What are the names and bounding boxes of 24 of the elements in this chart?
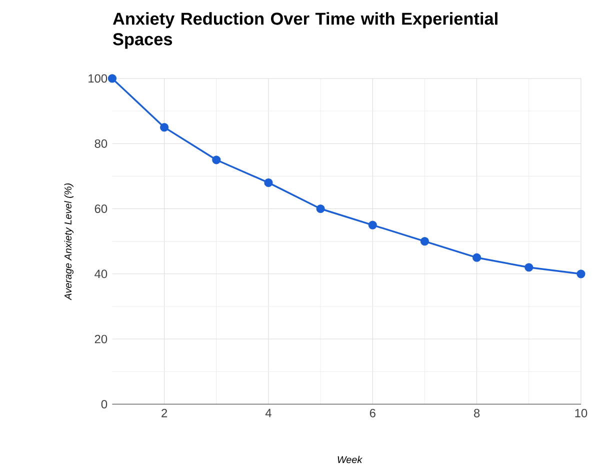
x-tick-label: 10 xyxy=(575,408,588,418)
x-axis-title: Week xyxy=(338,456,363,464)
point xyxy=(524,263,534,272)
y-tick-label: 60 xyxy=(94,204,108,214)
point xyxy=(264,178,273,188)
y-tick-label: 0 xyxy=(101,400,108,409)
chart-title: Anxiety Reduction Over Time with Experiential Spaces xyxy=(112,12,498,49)
point xyxy=(368,220,377,230)
point xyxy=(108,74,117,83)
x-tick-label: 6 xyxy=(370,408,376,418)
y-tick-label: 80 xyxy=(94,140,108,148)
point xyxy=(160,123,169,132)
x-tick-label: 8 xyxy=(474,408,480,418)
point xyxy=(472,253,482,262)
point xyxy=(316,204,325,214)
y-tick-label: 40 xyxy=(94,270,108,278)
x-tick-label: 2 xyxy=(162,408,168,418)
y-axis-title: Average Anxiety Level (%) xyxy=(64,184,74,300)
point xyxy=(212,156,221,164)
y-tick-label: 100 xyxy=(88,74,108,83)
y-tick-label: 20 xyxy=(94,334,108,344)
point xyxy=(576,270,586,278)
x-tick-label: 4 xyxy=(265,408,272,418)
point xyxy=(420,237,430,246)
